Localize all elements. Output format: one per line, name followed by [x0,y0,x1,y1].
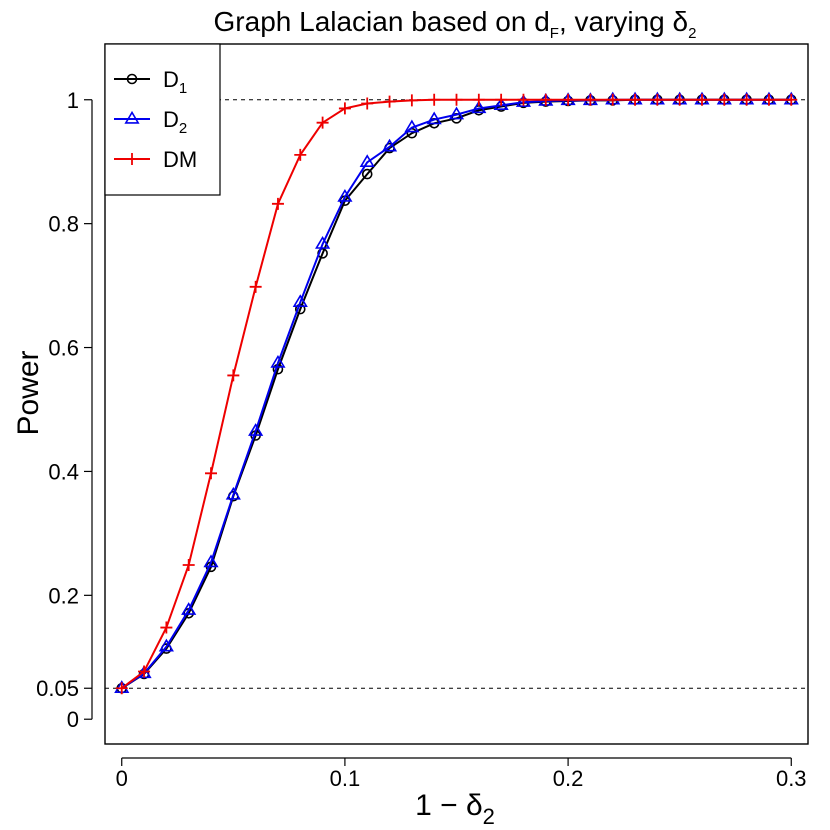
data-point-d2 [203,554,219,568]
data-point-d2 [248,423,264,436]
data-point-dm [472,93,485,106]
legend-label: D2 [163,107,187,137]
data-point-dm [695,93,708,106]
legend-item-d1: D1 [114,67,187,97]
data-point-d2 [181,602,197,615]
series-line-dm [121,98,792,690]
data-point-dm [762,93,775,106]
y-tick-label: 0.2 [48,583,79,608]
y-tick-label: 0.05 [36,676,79,701]
data-point-dm [271,197,284,210]
x-axis: 0 0.1 0.2 0.3 [116,757,807,791]
data-point-dm [205,467,218,480]
data-point-dm [517,93,530,106]
data-point-d2 [493,97,509,111]
data-point-dm [316,116,329,129]
x-axis-title: 1 − δ2 [415,789,495,829]
x-tick-label: 0.1 [330,766,361,791]
x-tick-label: 0 [116,766,128,791]
data-point-dm [539,93,552,106]
data-point-d2 [448,106,465,120]
legend-marker-plus-icon [126,153,138,165]
data-point-d2 [337,188,353,202]
data-point-dm [405,94,418,107]
data-point-dm [718,93,731,106]
data-point-dm [428,93,441,106]
data-point-dm [227,369,240,382]
data-point-dm [673,93,686,106]
legend-marker-circle-icon [126,73,138,85]
data-point-d2 [381,138,398,152]
data-point-d2 [292,294,308,308]
y-tick-label: 0 [67,707,79,732]
data-point-dm [138,665,151,678]
data-point-dm [294,148,307,161]
data-point-dm [584,93,597,106]
legend-marker-triangle-icon [124,110,140,124]
data-point-dm [651,93,664,106]
data-point-d2 [515,94,532,107]
legend-label: DM [163,147,197,172]
y-tick-label: 1 [67,88,79,113]
data-point-dm [182,558,195,571]
data-point-dm [338,102,351,115]
data-point-d2 [158,638,174,652]
data-point-dm [495,93,508,106]
data-point-d2 [471,100,487,114]
x-tick-label: 0.2 [553,766,584,791]
data-point-dm [740,93,753,106]
data-point-d2 [426,111,442,125]
data-point-d2 [359,154,375,168]
chart-title: Graph Lalacian based on dF, varying δ2 [214,6,697,42]
data-point-dm [249,280,262,293]
legend: D1 D2 DM [104,43,221,196]
legend-item-dm: DM [114,147,197,172]
data-point-dm [785,93,798,106]
data-point-d1 [361,168,373,180]
data-point-d2 [315,236,331,249]
data-point-d2 [270,354,286,368]
series-line-d1 [121,98,792,690]
legend-label: D1 [163,67,187,97]
data-point-dm [450,93,463,106]
data-point-dm [606,93,619,106]
y-axis: 0 0.05 0.2 0.4 0.6 0.8 1 [36,88,93,732]
data-point-dm [160,621,173,634]
data-point-dm [629,93,642,106]
y-tick-label: 0.4 [48,459,79,484]
x-tick-label: 0.3 [776,766,807,791]
plot-frame [104,43,809,745]
legend-item-d2: D2 [114,107,187,137]
data-point-d2 [225,486,241,500]
y-tick-label: 0.6 [48,336,79,361]
data-point-dm [361,97,374,110]
data-point-dm [115,682,128,695]
y-axis-title: Power [12,350,45,435]
series-layer [114,91,799,695]
data-point-dm [383,95,396,108]
series-line-d2 [121,98,792,690]
series-dm [115,93,798,695]
y-tick-label: 0.8 [48,212,79,237]
data-point-dm [562,93,575,106]
data-point-d2 [404,119,420,133]
